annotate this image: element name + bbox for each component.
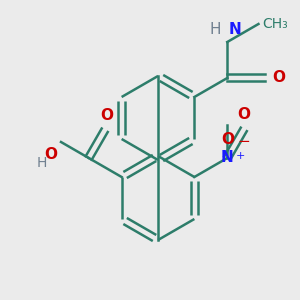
Text: O: O	[100, 108, 113, 123]
Text: CH₃: CH₃	[262, 17, 288, 31]
Text: −: −	[237, 134, 250, 149]
Text: O: O	[272, 70, 285, 86]
Text: H: H	[210, 22, 221, 37]
Text: O: O	[221, 132, 234, 147]
Text: O: O	[44, 147, 57, 162]
Text: +: +	[235, 151, 245, 161]
Text: O: O	[237, 107, 250, 122]
Text: N: N	[228, 22, 241, 37]
Text: H: H	[37, 156, 47, 170]
Text: N: N	[221, 151, 234, 166]
